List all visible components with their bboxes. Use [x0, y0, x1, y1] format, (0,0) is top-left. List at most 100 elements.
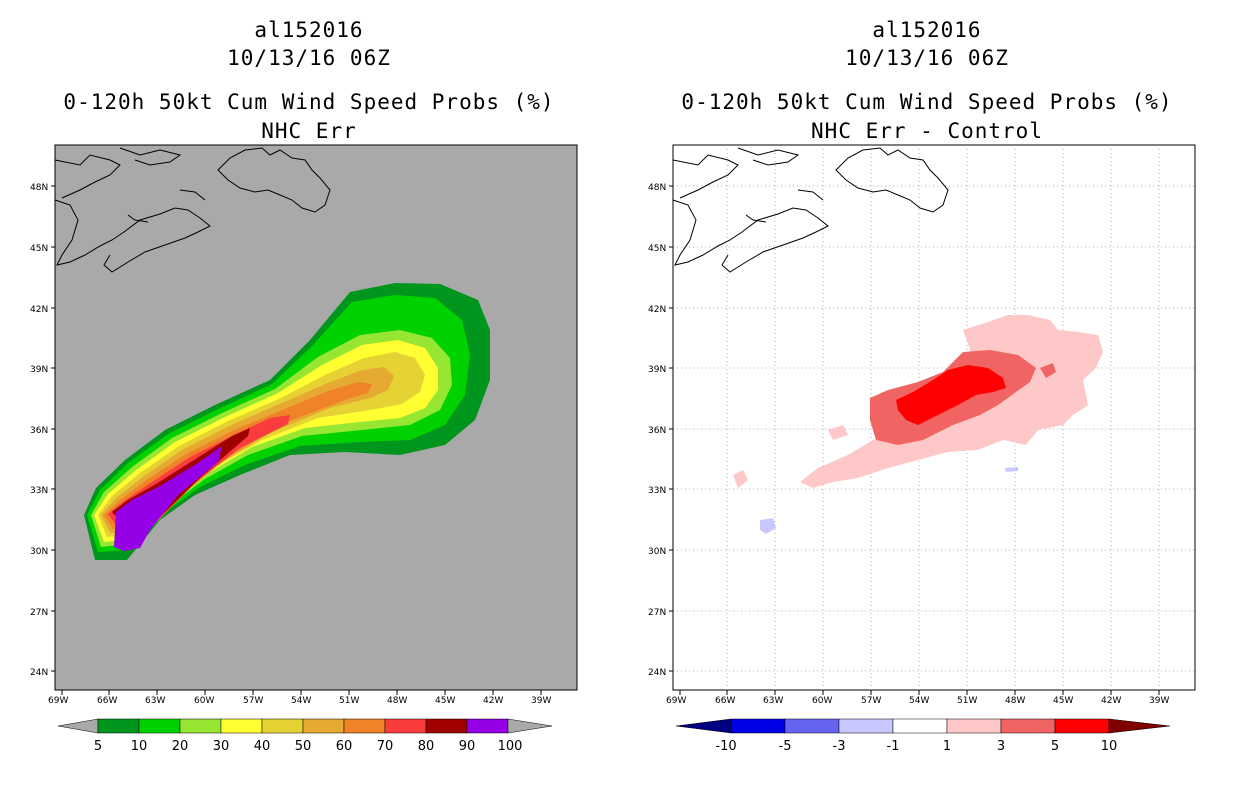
y-tick-label: 42N: [648, 305, 666, 315]
colorbar-label: 1: [943, 739, 951, 754]
colorbar-swatch: [838, 718, 894, 734]
colorbar-label: 90: [459, 739, 476, 754]
x-tick-label: 66W: [97, 696, 117, 706]
contour-90: [114, 446, 222, 551]
colorbar-swatch: [179, 718, 222, 734]
coastlines: [54, 147, 331, 273]
colorbar-high-arrow: [1108, 718, 1171, 734]
y-tick-label: 45N: [648, 244, 666, 254]
x-axis-ticks: 69W 66W 63W 60W 57W 54W 51W 48W 45W 42W …: [666, 690, 1169, 706]
x-tick-label: 42W: [1101, 696, 1121, 706]
colorbar-label: -1: [887, 739, 900, 754]
contour-pos-3-spot: [1040, 363, 1056, 378]
right-title-storm-id: al152016: [872, 18, 982, 42]
x-tick-label: 51W: [957, 696, 977, 706]
x-tick-label: 57W: [861, 696, 881, 706]
x-tick-label: 60W: [194, 696, 214, 706]
probability-contours: [84, 283, 490, 560]
right-title-product: 0-120h 50kt Cum Wind Speed Probs (%): [681, 90, 1173, 114]
x-tick-label: 48W: [1005, 696, 1025, 706]
colorbar-swatch: [466, 718, 509, 734]
colorbar-swatch: [730, 718, 786, 734]
colorbar-label: 30: [213, 739, 230, 754]
left-title-product: 0-120h 50kt Cum Wind Speed Probs (%): [63, 90, 555, 114]
contour-pos-5: [896, 365, 1006, 425]
colorbar-label: 3: [997, 739, 1005, 754]
x-tick-label: 57W: [243, 696, 263, 706]
y-axis-ticks: 48N 45N 42N 39N 36N 33N 30N 27N 24N: [30, 183, 55, 678]
y-tick-label: 30N: [648, 547, 666, 557]
y-tick-label: 27N: [30, 608, 48, 618]
colorbar-label: 10: [1101, 739, 1118, 754]
colorbar-swatch: [892, 718, 948, 734]
colorbar-swatch: [138, 718, 181, 734]
x-tick-label: 42W: [483, 696, 503, 706]
y-tick-label: 33N: [30, 486, 48, 496]
colorbar-swatch: [261, 718, 304, 734]
colorbar-swatch: [343, 718, 386, 734]
right-title-subtitle: NHC Err - Control: [811, 119, 1043, 143]
right-map-panel: al152016 10/13/16 06Z 0-120h 50kt Cum Wi…: [618, 0, 1236, 800]
y-tick-label: 48N: [648, 183, 666, 193]
y-tick-label: 33N: [648, 486, 666, 496]
colorbar-swatch: [425, 718, 468, 734]
left-title-storm-id: al152016: [254, 18, 364, 42]
colorbar: -10 -5 -3 -1 1 3 5 10: [675, 718, 1171, 754]
colorbar-swatch: [1000, 718, 1056, 734]
x-tick-label: 39W: [531, 696, 551, 706]
colorbar-swatch: [220, 718, 263, 734]
y-axis-ticks: 48N 45N 42N 39N 36N 33N 30N 27N 24N: [648, 183, 673, 678]
left-map-panel: al152016 10/13/16 06Z 0-120h 50kt Cum Wi…: [30, 18, 578, 754]
left-title-subtitle: NHC Err: [261, 119, 357, 143]
x-tick-label: 69W: [48, 696, 68, 706]
coastlines: [672, 147, 949, 273]
x-tick-label: 45W: [1053, 696, 1073, 706]
colorbar-swatch: [1054, 718, 1110, 734]
y-tick-label: 39N: [648, 365, 666, 375]
colorbar-label: -5: [779, 739, 792, 754]
colorbar-swatch: [384, 718, 427, 734]
x-axis-ticks: 69W 66W 63W 60W 57W 54W 51W 48W 45W 42W …: [48, 690, 551, 706]
x-tick-label: 48W: [387, 696, 407, 706]
x-tick-label: 51W: [339, 696, 359, 706]
x-tick-label: 60W: [812, 696, 832, 706]
contour-neg-3: [760, 518, 776, 534]
y-tick-label: 36N: [648, 426, 666, 436]
x-tick-label: 54W: [291, 696, 311, 706]
colorbar-label: 40: [254, 739, 271, 754]
colorbar-low-arrow: [57, 718, 99, 734]
colorbar-label: 80: [418, 739, 435, 754]
x-tick-label: 45W: [435, 696, 455, 706]
x-tick-label: 69W: [666, 696, 686, 706]
y-tick-label: 27N: [648, 608, 666, 618]
x-tick-label: 63W: [763, 696, 783, 706]
colorbar-label: -3: [833, 739, 846, 754]
colorbar-label: 70: [377, 739, 394, 754]
y-tick-label: 30N: [30, 547, 48, 557]
contour-pos-1-spot: [733, 470, 748, 488]
left-title-date: 10/13/16 06Z: [227, 46, 391, 70]
x-tick-label: 54W: [909, 696, 929, 706]
colorbar-label: 60: [336, 739, 353, 754]
x-tick-label: 63W: [145, 696, 165, 706]
y-tick-label: 24N: [30, 668, 48, 678]
colorbar: 5 10 20 30 40 50 60 70 80 90 100: [57, 718, 553, 754]
y-tick-label: 48N: [30, 183, 48, 193]
y-tick-label: 42N: [30, 305, 48, 315]
colorbar-label: -10: [715, 739, 736, 754]
difference-contours: [733, 315, 1103, 534]
y-tick-label: 45N: [30, 244, 48, 254]
colorbar-swatch: [784, 718, 840, 734]
contour-neg-3-spot: [1005, 467, 1018, 472]
x-tick-label: 66W: [715, 696, 735, 706]
colorbar-swatch: [97, 718, 140, 734]
colorbar-swatch: [946, 718, 1002, 734]
colorbar-label: 50: [295, 739, 312, 754]
colorbar-high-arrow: [507, 718, 553, 734]
colorbar-label: 10: [131, 739, 148, 754]
colorbar-swatch: [302, 718, 345, 734]
right-map: 69W 66W 63W 60W 57W 54W 51W 48W 45W 42W …: [648, 144, 1196, 754]
y-tick-label: 24N: [648, 668, 666, 678]
y-tick-label: 36N: [30, 426, 48, 436]
left-map: 69W 66W 63W 60W 57W 54W 51W 48W 45W 42W …: [30, 144, 578, 754]
